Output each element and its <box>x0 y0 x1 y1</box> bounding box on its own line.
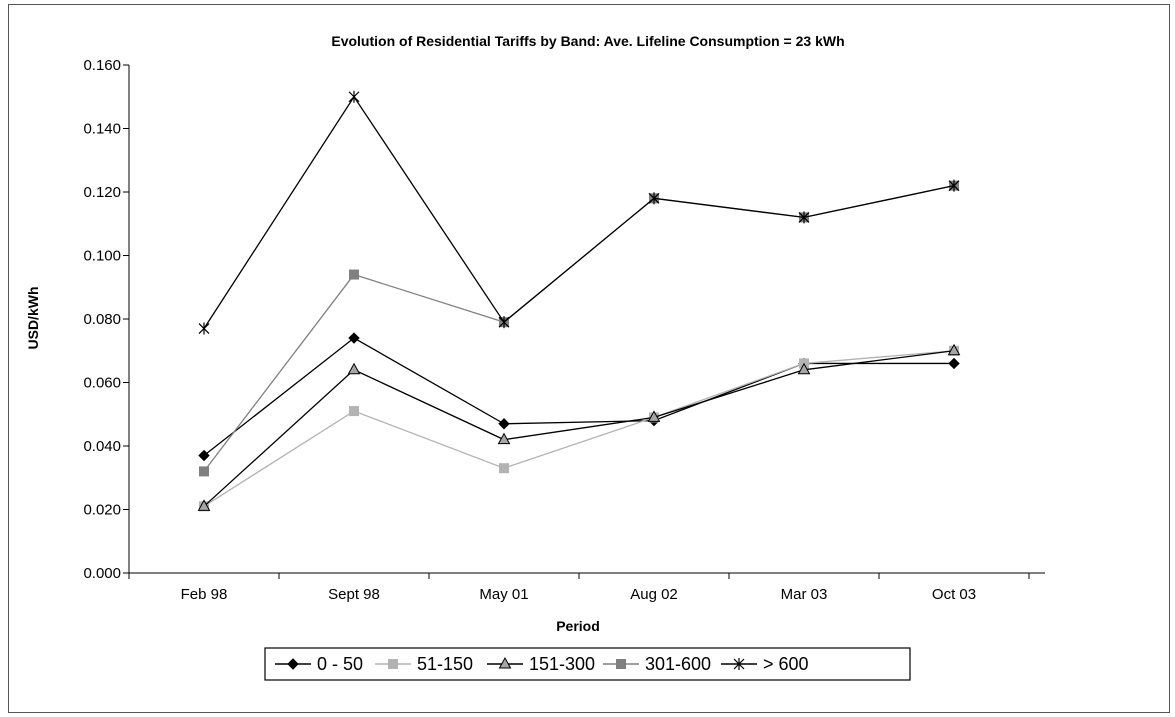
x-tick-label: Oct 03 <box>932 586 976 603</box>
legend-item: 301-600 <box>603 654 711 674</box>
chart-title: Evolution of Residential Tariffs by Band… <box>331 33 844 49</box>
data-point <box>947 343 961 356</box>
data-point <box>198 322 210 335</box>
data-point <box>349 406 359 417</box>
y-axis-title: USD/kWh <box>25 287 41 350</box>
data-point <box>497 432 511 445</box>
x-tick-label: Mar 03 <box>781 586 828 603</box>
legend-label: 0 - 50 <box>317 654 363 674</box>
y-tick-label: 0.160 <box>83 57 121 74</box>
series-layer <box>197 90 961 512</box>
legend-item: > 600 <box>721 654 809 674</box>
series-line <box>203 95 955 329</box>
data-point <box>348 332 360 344</box>
legend-item: 151-300 <box>487 654 595 674</box>
x-axis-title: Period <box>556 618 600 634</box>
x-tick-label: Sept 98 <box>328 586 380 603</box>
legend-swatch-marker <box>616 659 626 669</box>
legend-box <box>264 647 911 681</box>
data-point <box>797 362 811 375</box>
y-tick-label: 0.060 <box>83 375 121 392</box>
x-tick-label: Feb 98 <box>181 586 228 603</box>
legend-swatch-marker <box>733 658 745 670</box>
data-point <box>648 192 660 205</box>
series-3 <box>199 180 959 477</box>
y-tick-label: 0.080 <box>83 311 121 328</box>
y-tick-label: 0.140 <box>83 121 121 138</box>
axes: 0.000 0.020 0.040 0.060 0.080 0.100 0.120 0.140… <box>83 57 1045 603</box>
legend-swatch-marker <box>287 658 299 670</box>
series-line <box>203 337 954 457</box>
data-point <box>197 499 211 511</box>
data-point <box>498 316 510 329</box>
y-tick-label: 0.100 <box>83 248 121 265</box>
series-4 <box>198 90 960 335</box>
y-tick-label: 0.000 <box>83 565 121 582</box>
data-point <box>647 410 661 422</box>
x-tick-label: May 01 <box>479 586 528 603</box>
data-point <box>798 211 810 224</box>
y-tick-label: 0.020 <box>83 502 121 519</box>
series-line <box>203 350 955 507</box>
legend: 0 - 50 51-150 151-300 301-600 > 600 <box>264 647 911 681</box>
y-tick-label: 0.120 <box>83 184 121 201</box>
legend-item: 0 - 50 <box>275 654 363 674</box>
series-0 <box>198 332 960 462</box>
legend-swatch-marker <box>388 659 398 669</box>
legend-label: 301-600 <box>645 654 711 674</box>
legend-item: 51-150 <box>375 654 473 674</box>
data-point <box>499 463 509 474</box>
legend-label: 151-300 <box>529 654 595 674</box>
y-tick-label: 0.040 <box>83 438 121 455</box>
x-tick-label: Aug 02 <box>630 586 678 603</box>
data-point <box>198 449 210 462</box>
legend-label: > 600 <box>763 654 809 674</box>
legend-swatch-marker <box>498 656 512 669</box>
data-point <box>498 418 510 430</box>
data-point <box>199 466 209 477</box>
data-point <box>348 90 360 103</box>
legend-label: 51-150 <box>417 654 473 674</box>
data-point <box>948 357 960 370</box>
data-point <box>349 269 359 280</box>
series-line <box>203 350 955 507</box>
chart-frame <box>8 4 1170 713</box>
data-point <box>347 362 361 375</box>
data-point <box>948 179 960 192</box>
series-2 <box>197 343 961 511</box>
